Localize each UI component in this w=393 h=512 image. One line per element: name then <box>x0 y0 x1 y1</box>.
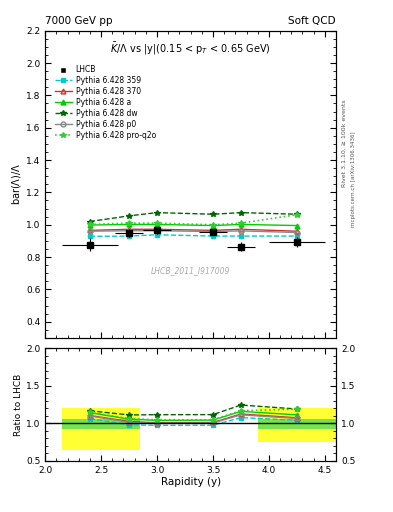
Y-axis label: bar($\Lambda$)/$\Lambda$: bar($\Lambda$)/$\Lambda$ <box>10 163 23 205</box>
Bar <box>258 408 336 442</box>
Bar <box>258 419 336 429</box>
Legend: LHCB, Pythia 6.428 359, Pythia 6.428 370, Pythia 6.428 a, Pythia 6.428 dw, Pythi: LHCB, Pythia 6.428 359, Pythia 6.428 370… <box>52 62 159 143</box>
Bar <box>62 419 140 429</box>
Text: Rivet 3.1.10, ≥ 100k events: Rivet 3.1.10, ≥ 100k events <box>342 99 346 187</box>
Text: Soft QCD: Soft QCD <box>288 16 336 26</box>
Text: $\bar{K}/\Lambda$ vs |y|(0.15 < p$_T$ < 0.65 GeV): $\bar{K}/\Lambda$ vs |y|(0.15 < p$_T$ < … <box>110 41 271 57</box>
Text: LHCB_2011_I917009: LHCB_2011_I917009 <box>151 266 230 275</box>
Y-axis label: Ratio to LHCB: Ratio to LHCB <box>14 373 23 436</box>
Bar <box>62 408 140 450</box>
Text: 7000 GeV pp: 7000 GeV pp <box>45 16 113 26</box>
X-axis label: Rapidity (y): Rapidity (y) <box>161 477 220 487</box>
Text: mcplots.cern.ch [arXiv:1306.3436]: mcplots.cern.ch [arXiv:1306.3436] <box>351 132 356 227</box>
